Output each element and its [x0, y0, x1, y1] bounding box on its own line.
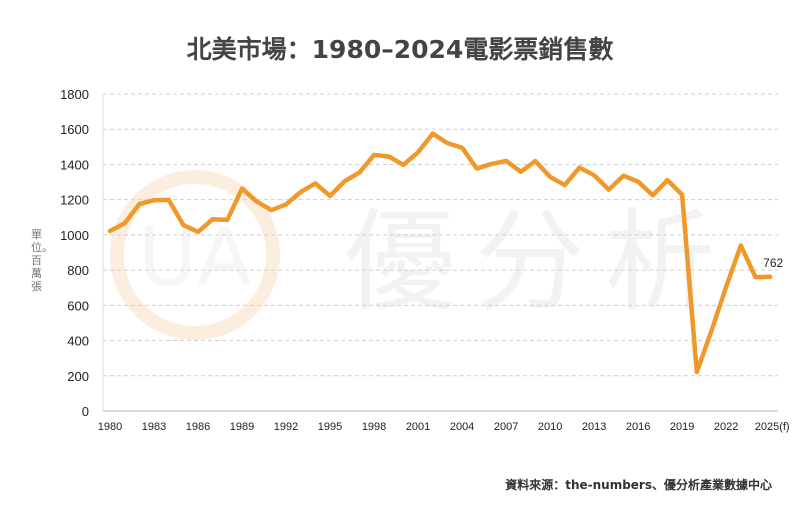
x-tick-label: 1992 [274, 421, 298, 433]
x-tick-label: 2025(f) [755, 421, 790, 433]
chart-title: 北美市場：1980–2024電影票銷售數 [186, 35, 614, 64]
y-tick-label: 1400 [60, 157, 89, 172]
x-tick-label: 1998 [362, 421, 386, 433]
y-tick-label: 600 [67, 298, 89, 313]
x-tick-label: 2004 [450, 421, 474, 433]
series-line [107, 131, 773, 375]
watermark-logo-circle [110, 170, 280, 340]
x-tick-label: 1995 [318, 421, 342, 433]
watermark-logo: UA [138, 211, 252, 304]
watermark: UA 優分析 [110, 170, 735, 340]
x-tick-label: 1989 [230, 421, 254, 433]
y-tick-label: 1600 [60, 122, 89, 137]
x-tick-label: 2010 [538, 421, 562, 433]
watermark-text: 優分析 [345, 198, 735, 326]
y-tick-label: 1000 [60, 228, 89, 243]
x-tick-label: 2007 [494, 421, 518, 433]
y-tick-label: 200 [67, 369, 89, 384]
y-tick-label: 800 [67, 263, 89, 278]
x-tick-label: 1986 [186, 421, 210, 433]
x-tick-label: 2013 [582, 421, 606, 433]
x-tick-label: 1980 [98, 421, 122, 433]
y-tick-label: 400 [67, 334, 89, 349]
x-tick-label: 2019 [670, 421, 694, 433]
y-tick-label: 1800 [60, 87, 89, 102]
x-tick-label: 2022 [714, 421, 738, 433]
y-tick-label: 0 [82, 404, 89, 419]
y-tick-label: 1200 [60, 193, 89, 208]
x-tick-label: 1983 [142, 421, 166, 433]
x-tick-label: 2016 [626, 421, 650, 433]
x-tick-label: 2001 [406, 421, 430, 433]
data-label: 762 [763, 256, 783, 270]
source-note: 資料來源：the-numbers、優分析產業數據中心 [505, 478, 772, 492]
